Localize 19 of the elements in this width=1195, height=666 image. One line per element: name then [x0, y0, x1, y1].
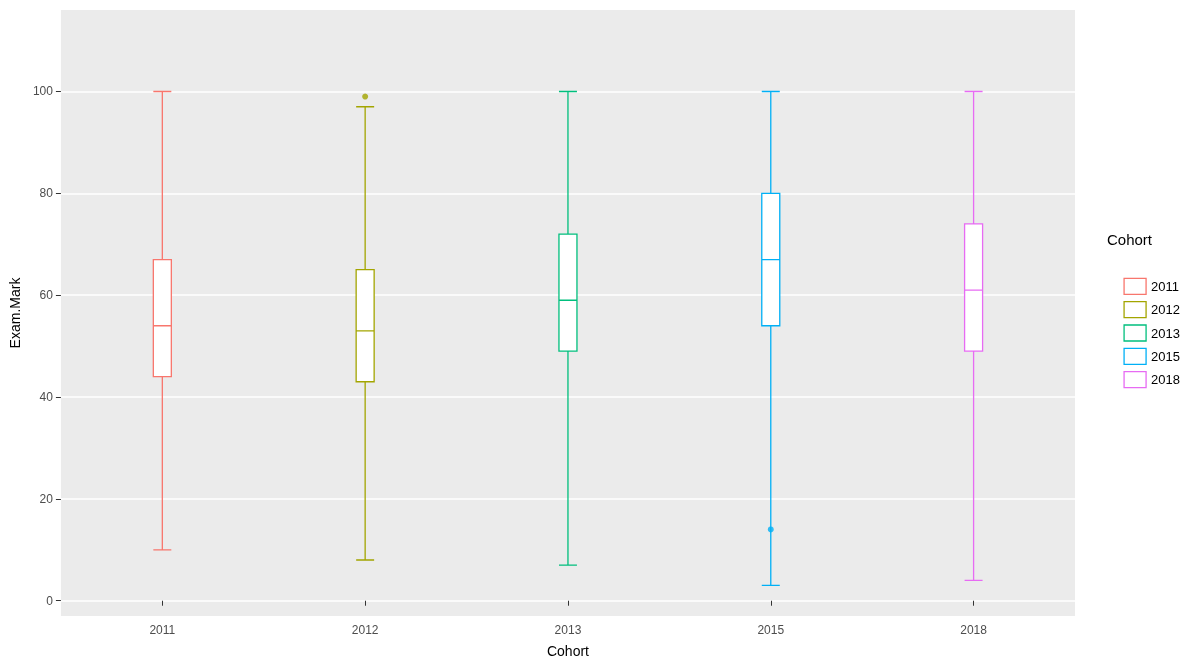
legend-label: 2013: [1151, 325, 1180, 341]
y-tick-label: 100: [32, 84, 54, 99]
y-axis-title: Exam.Mark: [7, 276, 23, 349]
y-tick-label: 20: [39, 491, 54, 506]
x-tick-label: 2018: [960, 623, 988, 637]
legend-label: 2018: [1151, 372, 1180, 388]
y-tick-label: 60: [39, 288, 54, 303]
x-axis-title: Cohort: [546, 643, 590, 659]
x-tick-label: 2011: [149, 623, 176, 637]
legend-label: 2011: [1151, 278, 1180, 294]
y-tick-label: 40: [39, 390, 54, 405]
x-tick-label: 2013: [554, 623, 582, 637]
x-tick-label: 2012: [351, 623, 379, 637]
x-tick-label: 2015: [757, 623, 785, 637]
y-tick-label: 80: [39, 186, 54, 201]
y-tick-label: 0: [46, 593, 54, 608]
legend-label: 2015: [1151, 348, 1180, 364]
legend-label: 2012: [1151, 302, 1180, 318]
legend-title: Cohort: [1106, 231, 1153, 248]
